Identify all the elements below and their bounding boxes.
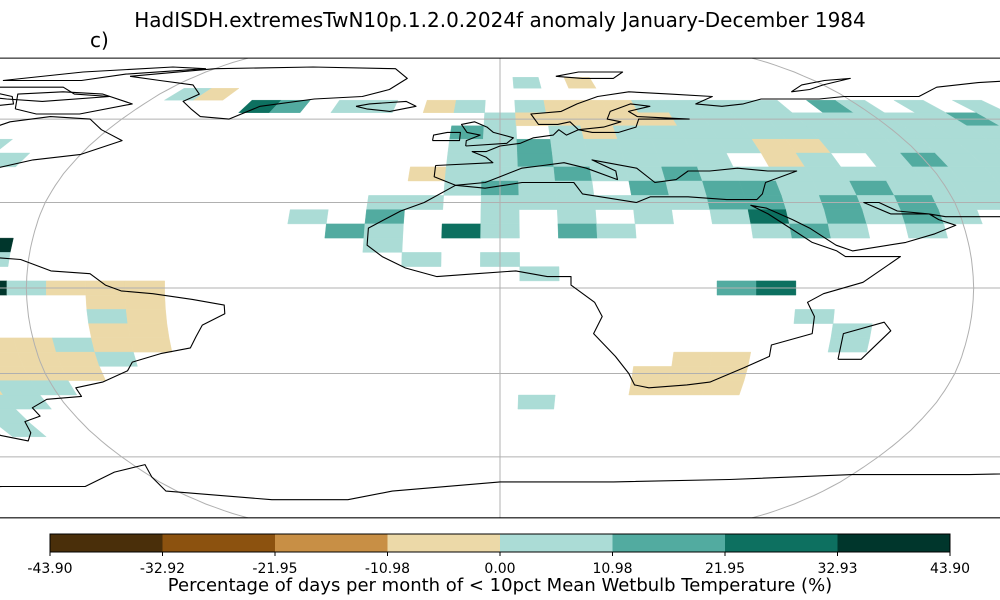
coastline: [2, 66, 207, 82]
anomaly-cells: [0, 77, 1000, 437]
coastlines: [0, 66, 1000, 518]
colorbar-swatch: [725, 534, 838, 552]
map-title: HadISDH.extremesTwN10p.1.2.0.2024f anoma…: [134, 8, 866, 32]
grid-cell: [827, 223, 871, 239]
grid-cell: [986, 139, 1000, 154]
coastline: [0, 464, 1000, 518]
colorbar-swatches: [50, 534, 950, 552]
grid-cell: [0, 139, 14, 154]
colorbar-ticks: -43.90 -32.92 -21.95 -10.98 0.00 10.98 21.95 32…: [27, 552, 970, 577]
colorbar-swatch: [612, 534, 725, 552]
world-map: [0, 57, 1000, 519]
grid-cell: [975, 112, 1000, 126]
grid-cell: [287, 209, 329, 225]
colorbar-tick-label: 0.00: [484, 561, 515, 577]
grid-cell: [596, 223, 637, 239]
coastline: [578, 103, 690, 133]
colorbar-tick-label: -32.92: [140, 561, 185, 577]
grid-cell: [192, 88, 240, 101]
grid-cell: [702, 380, 745, 396]
grid-cell: [633, 209, 674, 225]
grid-cell: [512, 77, 542, 89]
coastline: [837, 321, 892, 360]
grid-cell: [401, 252, 442, 267]
grid-cell: [129, 337, 173, 353]
grid-cell: [0, 237, 14, 253]
grid-cell: [969, 152, 1000, 168]
grid-cell: [904, 223, 948, 239]
colorbar-tick-label: 32.93: [817, 561, 857, 577]
grid-cell: [0, 422, 47, 437]
colorbar-swatch: [500, 534, 613, 552]
colorbar-tick-label: -43.90: [27, 561, 72, 577]
grid-cell: [0, 252, 11, 267]
colorbar-swatch: [50, 534, 163, 552]
grid-cell: [453, 100, 486, 113]
panel-label: c): [90, 28, 109, 52]
colorbar-swatch: [837, 534, 950, 552]
colorbar-label: Percentage of days per month of < 10pct …: [167, 575, 833, 596]
colorbar-tick-label: 43.90: [930, 561, 970, 577]
colorbar-tick-label: -10.98: [365, 561, 410, 577]
coastline: [14, 91, 133, 115]
grid-cell: [94, 351, 138, 367]
coastline: [0, 253, 226, 442]
colorbar-swatch: [275, 534, 388, 552]
colorbar-tick-label: 10.98: [592, 561, 632, 577]
grid-cell: [563, 77, 597, 89]
coastline: [355, 100, 417, 112]
coastline: [0, 86, 111, 102]
graticule: [0, 58, 1000, 518]
coastline: [431, 131, 461, 142]
grid-cell: [517, 394, 556, 410]
coastline: [129, 66, 408, 120]
colorbar-tick-label: -21.95: [252, 561, 297, 577]
coastline: [460, 121, 514, 147]
grid-cell: [983, 166, 1000, 182]
coastline: [366, 77, 1000, 389]
colorbar-tick-label: 21.95: [705, 561, 745, 577]
grid-cell: [827, 337, 871, 353]
grid-cell: [2, 394, 52, 410]
colorbar-swatch: [162, 534, 275, 552]
coastline: [790, 77, 851, 93]
colorbar-swatch: [387, 534, 500, 552]
coastline: [555, 71, 624, 79]
